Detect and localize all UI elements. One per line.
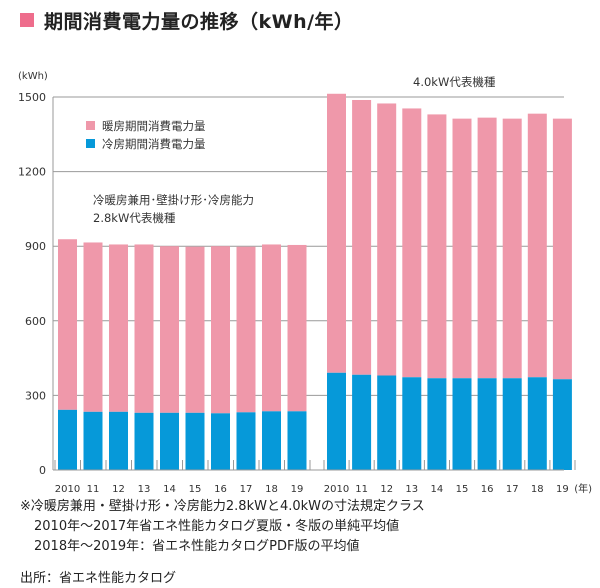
bar-cooling [160, 412, 179, 470]
y-tick-label: 600 [25, 315, 46, 328]
bar-heating [287, 244, 307, 412]
y-tick-label: 1200 [18, 166, 46, 179]
bar-cooling [327, 372, 346, 470]
title-marker-icon [20, 13, 34, 27]
x-tick-label: 11 [355, 484, 368, 495]
bar-cooling [83, 411, 103, 470]
bar-cooling [352, 374, 372, 470]
group-label-2-8kw-line1: 冷暖房兼用･壁掛け形･冷房能力 [93, 193, 254, 207]
bar-heating [58, 239, 77, 410]
bar-heating [402, 108, 422, 378]
x-tick-label: 13 [138, 484, 151, 495]
bar-heating [160, 246, 179, 413]
bar-cooling [427, 378, 447, 470]
bar-heating [452, 118, 472, 379]
bar-cooling [527, 377, 547, 470]
group-label-4-0kw: 4.0kW代表機種 [413, 75, 496, 89]
legend-label: 暖房期間消費電力量 [102, 119, 206, 133]
x-tick-label: 17 [240, 484, 253, 495]
legend-label: 冷房期間消費電力量 [102, 137, 206, 151]
x-tick-label: 11 [87, 484, 100, 495]
x-tick-label: 13 [405, 484, 418, 495]
x-tick-label: 16 [481, 484, 494, 495]
footnote-2: 2010年〜2017年省エネ性能カタログ夏版・冬版の単純平均値 [34, 519, 400, 534]
bar-heating [327, 93, 346, 373]
x-tick-label: 14 [431, 484, 444, 495]
bar-heating [427, 114, 447, 379]
x-tick-label: 15 [456, 484, 469, 495]
bar-cooling [452, 378, 472, 470]
x-tick-label: 2010 [55, 484, 80, 495]
y-tick-label: 300 [25, 389, 46, 402]
group-label-2-8kw-line2: 2.8kW代表機種 [93, 211, 176, 225]
x-tick-label: 19 [556, 484, 569, 495]
y-tick-label: 1500 [18, 91, 46, 104]
footnote-3: 2018年〜2019年：省エネ性能カタログPDF版の平均値 [34, 539, 360, 554]
bar-cooling [262, 411, 281, 470]
bar-heating [477, 117, 497, 379]
legend-swatch-icon [86, 139, 95, 148]
bar-heating [236, 246, 256, 413]
bar-heating [134, 244, 154, 413]
bar-heating [262, 244, 281, 412]
bar-heating [552, 118, 572, 380]
source-note: 出所：省エネ性能カタログ [20, 571, 177, 586]
y-axis-label: (kWh) [18, 71, 48, 82]
chart-area: (kWh) 0 300 600 900 1200 1500 2010 11 12 13 14 15 16 1… [18, 71, 592, 495]
y-tick-label: 900 [25, 240, 46, 253]
bar-heating [211, 246, 230, 414]
x-tick-label: 12 [112, 484, 125, 495]
x-tick-label: 19 [291, 484, 304, 495]
bar-cooling [477, 378, 497, 470]
bar-cooling [58, 409, 77, 470]
footnotes: ※冷暖房兼用・壁掛け形・冷房能力2.8kWと4.0kWの寸法規定クラス 2010… [20, 497, 425, 557]
bar-cooling [211, 413, 230, 470]
x-tick-label: 12 [380, 484, 393, 495]
x-tick-label: 17 [506, 484, 519, 495]
x-tick-label: 16 [214, 484, 227, 495]
x-tick-label: 15 [189, 484, 202, 495]
bar-cooling [502, 378, 522, 470]
x-tick-label: 18 [265, 484, 278, 495]
bar-heating [502, 118, 522, 379]
bar-cooling [287, 411, 307, 470]
chart-title: 期間消費電力量の推移（kWh/年） [20, 8, 354, 33]
bar-cooling [185, 412, 205, 470]
bar-heating [377, 103, 397, 376]
bar-cooling [377, 375, 397, 470]
x-tick-label: 18 [531, 484, 544, 495]
bar-cooling [134, 412, 154, 470]
x-axis-unit-label: (年) [574, 482, 592, 495]
x-tick-label: 14 [163, 484, 176, 495]
chart-title-text: 期間消費電力量の推移（kWh/年） [44, 10, 354, 33]
x-tick-label: 2010 [324, 484, 349, 495]
y-tick-label: 0 [39, 464, 46, 477]
legend-swatch-icon [86, 121, 95, 130]
bar-heating [83, 242, 103, 412]
bar-cooling [109, 411, 128, 470]
bar-heating [352, 99, 372, 375]
footnote-1: ※冷暖房兼用・壁掛け形・冷房能力2.8kWと4.0kWの寸法規定クラス [20, 499, 425, 514]
bar-heating [109, 244, 128, 412]
bar-cooling [552, 379, 572, 470]
bar-cooling [236, 412, 256, 470]
bar-heating [185, 246, 205, 413]
bar-heating [527, 113, 547, 378]
bar-cooling [402, 377, 422, 470]
